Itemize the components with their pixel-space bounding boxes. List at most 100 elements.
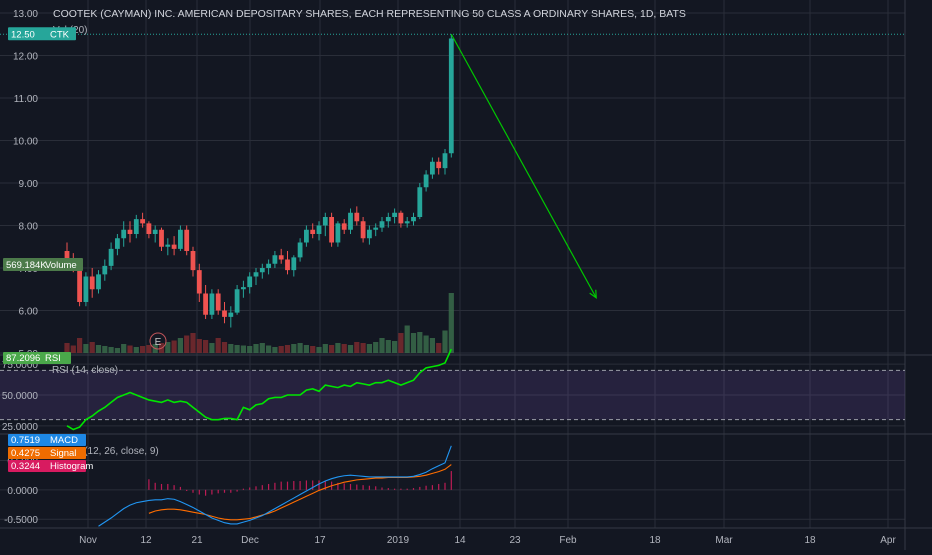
histogram-bar [412,488,415,490]
candle [448,34,454,158]
candle [278,248,284,264]
macd-badge-0: 0.7519 MACD [8,434,86,446]
candle [96,270,101,294]
candle [341,219,347,234]
candle [247,272,253,294]
candle-body [165,244,171,247]
histogram-bar [343,483,345,490]
candle [398,210,404,228]
candle [442,149,448,175]
histogram-bar [198,489,200,495]
price-tick-label: 8.00 [19,222,39,233]
histogram-bar [387,488,389,490]
volume-bar [133,347,139,353]
macd-badge-2-value: 0.3244 [11,461,40,472]
volume-bar [266,345,272,353]
candle-body [404,221,410,224]
time-tick-label: 2019 [387,535,410,546]
candle-body [398,212,404,224]
candle [367,225,372,245]
candle-body [266,263,271,268]
volume-bar [354,342,360,353]
candle [215,289,221,315]
volume-bar [77,338,83,353]
histogram-bar [431,485,433,490]
candle-body [108,248,114,266]
signal-line [148,464,452,521]
volume-series [64,293,454,353]
rsi-badge-label: RSI [45,353,61,364]
candle [436,157,442,175]
candle-body [373,227,379,230]
candle [241,280,246,298]
candle-body [247,276,253,288]
volume-bar [373,342,379,353]
histogram-bar [255,486,257,490]
volume-bar [234,345,240,353]
candle [228,306,234,328]
volume-badge-label: Volume [45,260,77,271]
time-tick-label: 17 [314,535,326,546]
macd-tick-label: 0.0000 [7,486,38,497]
volume-bar [284,345,291,353]
candle [411,212,416,226]
price-tick-label: 12.00 [13,52,38,63]
volume-bar [247,346,253,353]
rsi-badge: 87.2096 RSI [3,352,71,364]
grid-lines [0,0,905,528]
rsi-tick-label: 50.0000 [2,391,39,402]
volume-bar [121,344,127,353]
candle-body [436,161,442,169]
volume-bar [436,343,442,353]
candle [159,227,164,251]
histogram-bar [249,487,251,490]
histogram-bar [154,482,156,490]
candle-body [354,212,360,222]
rsi-title: RSI (14, close) [52,365,118,376]
candle-body [335,223,341,243]
candle-body [322,217,328,226]
histogram-bar [280,481,282,490]
candle-body [278,255,284,260]
volume-bar [209,343,215,353]
histogram-bar [211,489,213,495]
candle [209,289,215,319]
volume-bar [398,333,404,353]
trend-arrow-line [450,33,597,299]
macd-badge-0-value: 0.7519 [11,435,40,446]
candle-body [241,287,246,290]
rsi-badge-value: 87.2096 [6,353,40,364]
histogram-bar [186,489,188,492]
histogram-bar [236,489,238,492]
candle-body [341,223,347,230]
candle-body [360,221,366,239]
time-axis: Nov 12 21 Dec 17 2019 14 23 Feb 18 Mar 18 Apr [79,535,896,546]
rsi-tick-label: 75.0000 [2,360,39,371]
volume-bar [291,344,297,353]
volume-bar [171,340,177,353]
volume-bar [417,332,423,353]
histogram-bar [192,489,194,493]
candle [152,225,158,243]
histogram-bar [381,487,383,490]
candle [304,225,309,247]
histogram-bar [223,489,226,493]
histogram-bar [305,480,307,490]
volume-bar [385,340,391,353]
candle-body [423,174,429,188]
volume-bar [379,338,385,353]
macd-badge-2-label: Histogram [50,461,93,472]
price-badge-label: CTK [50,29,70,40]
histogram-bar [312,480,314,490]
volume-bar [196,339,202,353]
time-tick-label: 14 [454,535,466,546]
trend-arrow [450,33,597,299]
candle-body [272,255,278,264]
candle-body [430,161,435,175]
trend-arrow-head [589,289,597,299]
rsi-tick-label: 25.0000 [2,422,39,433]
histogram-bar [438,483,440,490]
candle-body [83,276,89,302]
